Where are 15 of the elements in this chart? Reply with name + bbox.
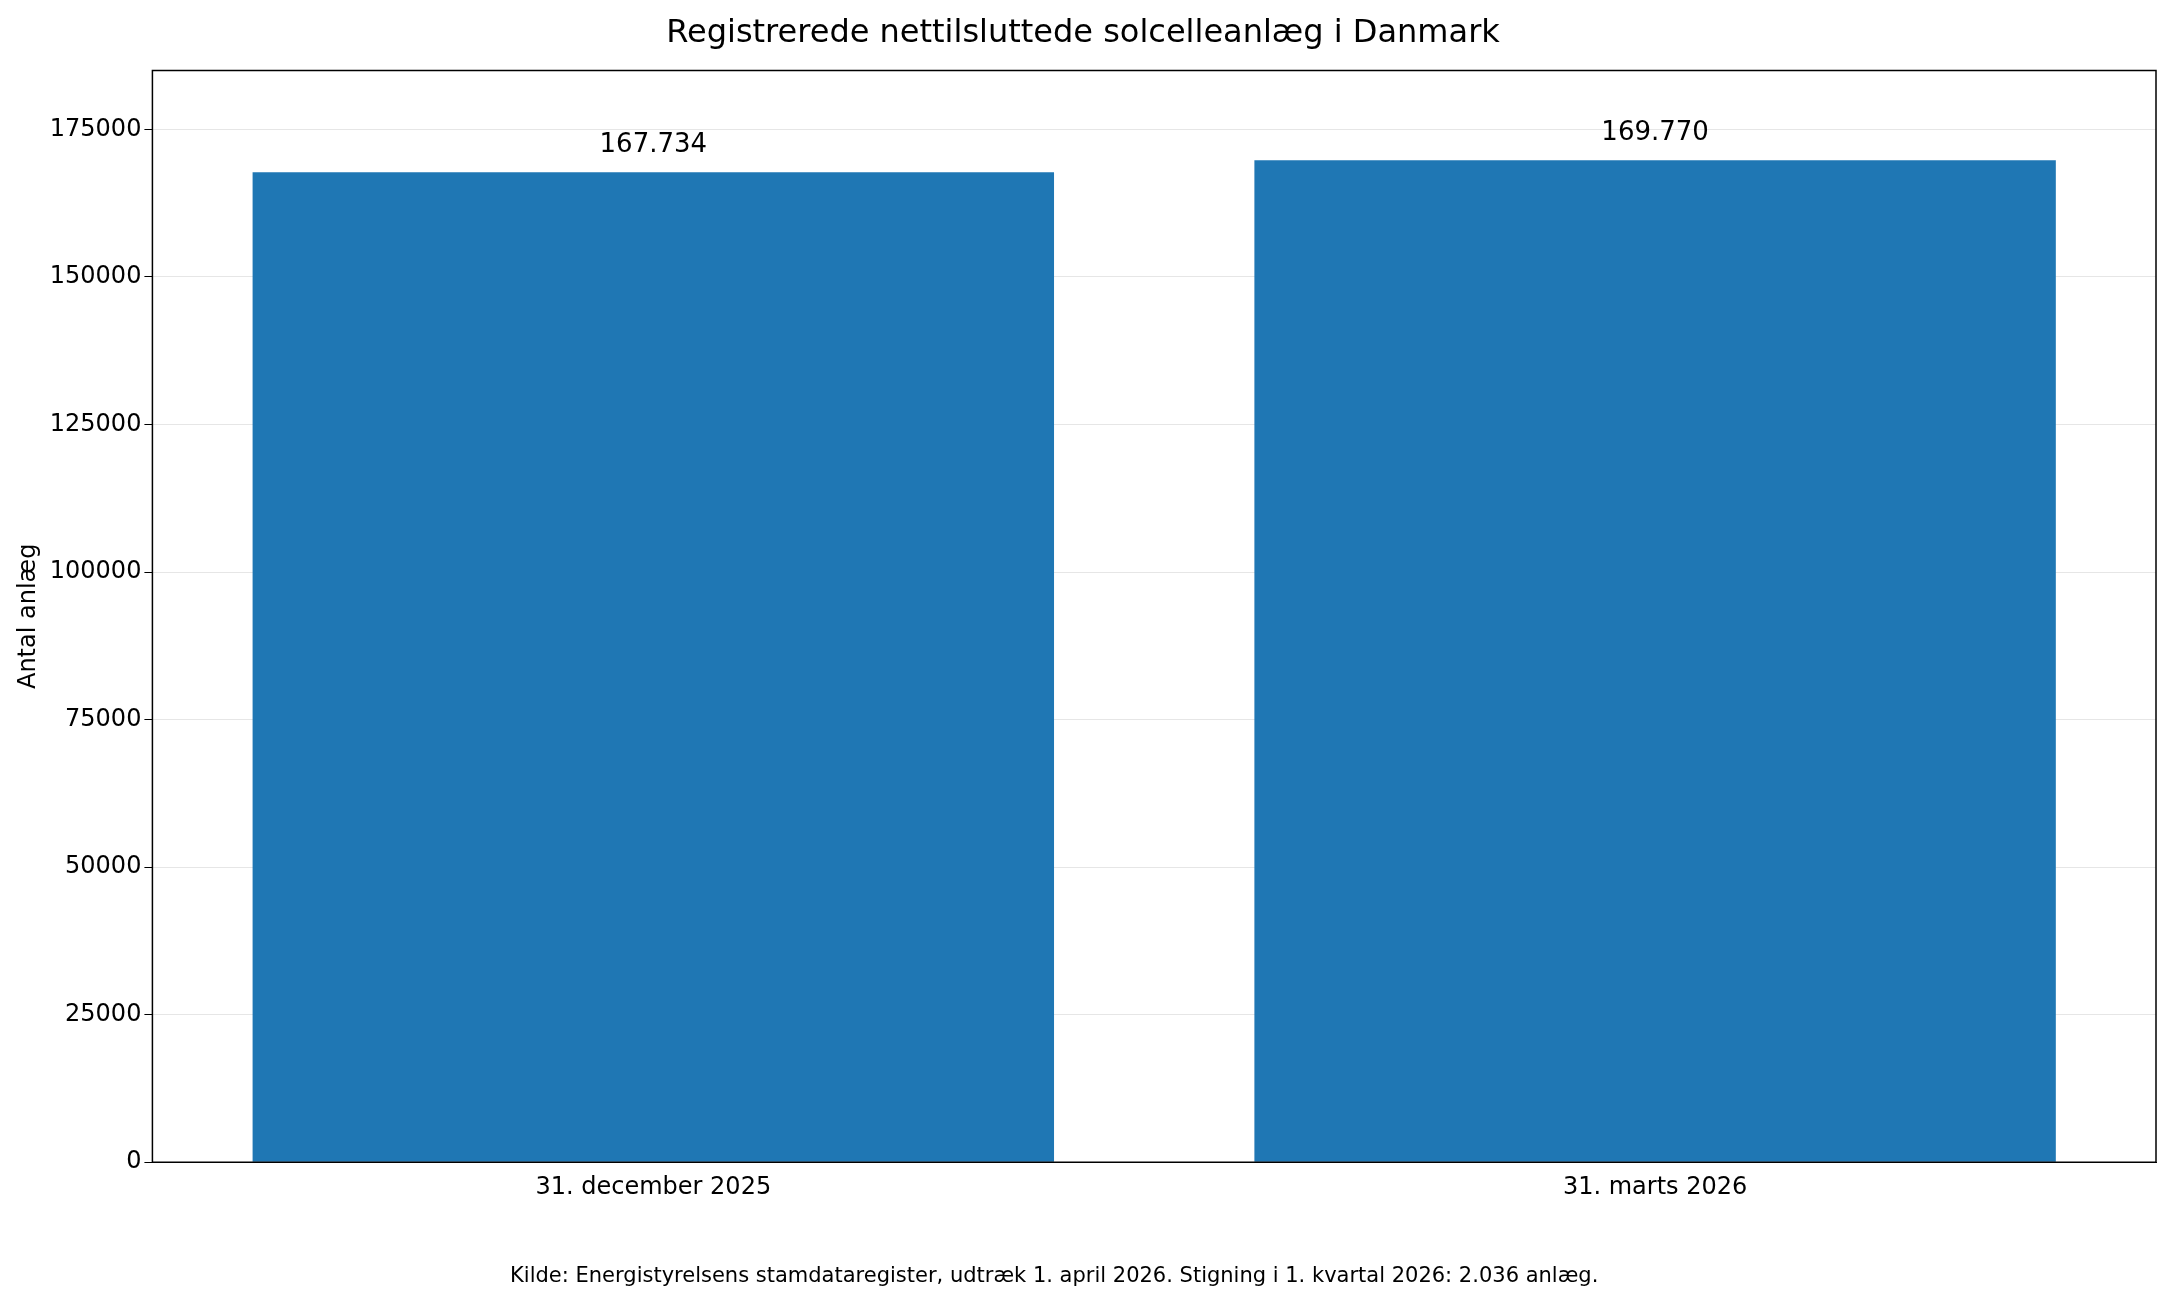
text: Kilde: Energistyrelsens stamdataregister, udtræk 1. april 2026. Stigning i 1. kvartal 2026: 2.036 anlæg.	[510, 1263, 1599, 1288]
y-tick-label: 100000	[49, 556, 142, 585]
y-tick-label: 175000	[49, 113, 142, 142]
y-axis-title: Antal anlæg	[12, 543, 41, 690]
x-tick-label: 31. december 2025	[535, 1171, 772, 1200]
data-label: 169.770	[1601, 116, 1709, 147]
chart-title: Registrerede nettilsluttede solcelleanlæg i Danmark	[666, 11, 1501, 50]
data-label: 167.734	[599, 128, 708, 159]
y-tick-label: 50000	[65, 851, 142, 880]
y-tick-label: 125000	[49, 408, 142, 437]
y-tick-label: 25000	[65, 998, 142, 1027]
y-tick-label: 0	[126, 1146, 142, 1175]
x-tick-label: 31. marts 2026	[1562, 1171, 1748, 1200]
y-tick-label: 75000	[65, 703, 142, 732]
y-tick-label: 150000	[49, 261, 142, 290]
